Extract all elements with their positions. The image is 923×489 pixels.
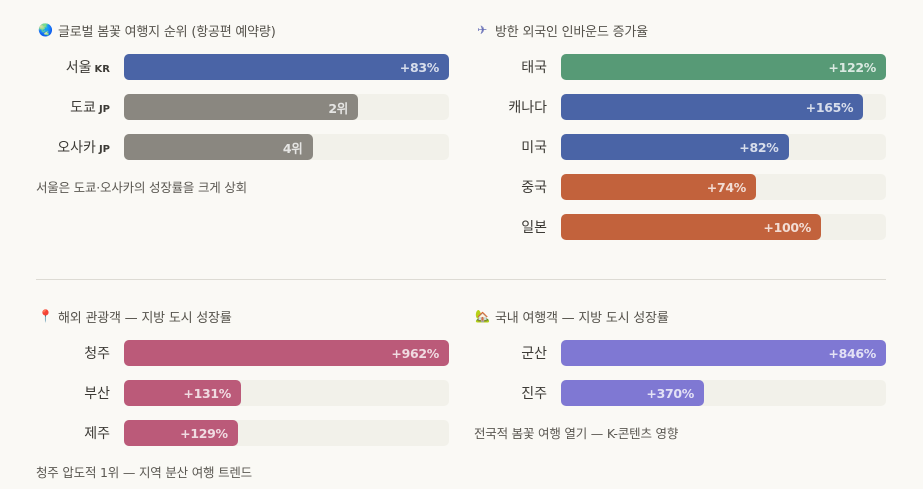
bar-value: +962% [391,345,439,361]
house-icon: 🏡 [475,309,490,323]
bar-value: +100% [763,219,811,235]
panel-title-text: 해외 관광객 — 지방 도시 성장률 [58,310,232,326]
bar-label: 부산 [84,386,110,402]
bar-label: 오사카 JP [57,140,110,156]
panel-title-text: 방한 외국인 인바운드 증가율 [495,24,648,40]
bar-track: +122% [561,54,886,80]
panel-note: 전국적 봄꽃 여행 열기 — K-콘텐츠 영향 [474,426,679,441]
panel-foreign-regional: 📍 해외 관광객 — 지방 도시 성장률 [38,306,450,326]
panel-global-ranking: 🌏 글로벌 봄꽃 여행지 순위 (항공편 예약량) [38,20,450,40]
bar-label: 미국 [521,140,547,156]
bar-value: +846% [828,345,876,361]
bar-fill: +100% [561,214,821,240]
bar-value: 2위 [328,100,348,116]
bar-fill: +131% [124,380,241,406]
airplane-icon: ✈ [477,23,487,37]
bar-value: +122% [828,59,876,75]
globe-icon: 🌏 [38,23,53,37]
bar-row: 청주 +962% [36,340,449,366]
bar-value: +74% [706,179,747,195]
panel-note: 청주 압도적 1위 — 지역 분산 여행 트렌드 [36,465,252,480]
bar-fill: +846% [561,340,886,366]
bar-track: +100% [561,214,886,240]
bar-label: 진주 [521,386,547,402]
bar-label: 제주 [84,426,110,442]
bar-fill: +962% [124,340,449,366]
section-divider [36,279,886,280]
bar-row: 태국 +122% [474,54,886,80]
bar-row: 부산 +131% [36,380,449,406]
bar-track: 2위 [124,94,449,120]
bar-track: +129% [124,420,449,446]
bar-row: 일본 +100% [474,214,886,240]
bar-value: 4위 [282,140,303,156]
panel-title: 🌏 글로벌 봄꽃 여행지 순위 (항공편 예약량) [38,20,450,40]
bar-label: 태국 [521,60,547,76]
bar-row: 진주 +370% [474,380,886,406]
panel-title: 📍 해외 관광객 — 지방 도시 성장률 [38,306,450,326]
map-pin-icon: 📍 [38,309,53,323]
bar-track: +370% [561,380,886,406]
panel-title-text: 글로벌 봄꽃 여행지 순위 (항공편 예약량) [58,24,276,40]
bar-label: 군산 [521,346,547,362]
country-tag: JP [98,144,110,155]
bar-label: 일본 [521,220,547,236]
bar-label: 청주 [84,346,110,362]
bar-value: +165% [805,99,854,115]
bar-row: 캐나다 +165% [474,94,886,120]
bar-track: +74% [561,174,886,200]
bar-fill: +122% [561,54,886,80]
bar-value: +83% [399,59,440,75]
bar-label: 캐나다 [508,100,547,116]
country-tag: JP [98,104,110,115]
bar-row: 제주 +129% [36,420,449,446]
bar-value: +131% [183,385,231,401]
bar-track: +846% [561,340,886,366]
bar-label: 서울 KR [65,60,110,76]
bar-track: +83% [124,54,449,80]
bar-track: +131% [124,380,449,406]
bar-label: 중국 [521,180,547,196]
panel-inbound-growth: ✈ 방한 외국인 인바운드 증가율 [475,20,887,40]
country-tag: KR [94,64,110,75]
bar-row: 도쿄 JP 2위 [36,94,449,120]
bar-fill: 4위 [124,134,313,160]
bar-row: 오사카 JP 4위 [36,134,449,160]
bar-row: 미국 +82% [474,134,886,160]
bar-row: 중국 +74% [474,174,886,200]
panel-title: ✈ 방한 외국인 인바운드 증가율 [475,20,887,40]
bar-value: +82% [739,139,779,155]
panel-title: 🏡 국내 여행객 — 지방 도시 성장률 [475,306,887,326]
bar-fill: +82% [561,134,789,160]
bar-track: 4위 [124,134,449,160]
panel-domestic-regional: 🏡 국내 여행객 — 지방 도시 성장률 [475,306,887,326]
bar-row: 서울 KR +83% [36,54,449,80]
bar-track: +962% [124,340,449,366]
bar-fill: +129% [124,420,238,446]
bar-fill: +370% [561,380,704,406]
bar-value: +370% [646,385,694,401]
bar-track: +165% [561,94,886,120]
bar-track: +82% [561,134,886,160]
bar-label: 도쿄 JP [70,100,110,116]
bar-fill: +74% [561,174,756,200]
panel-title-text: 국내 여행객 — 지방 도시 성장률 [495,310,669,326]
bar-value: +129% [180,425,228,441]
bar-fill: +83% [124,54,449,80]
bar-fill: +165% [561,94,864,120]
bar-row: 군산 +846% [474,340,886,366]
bar-fill: 2위 [124,94,358,120]
panel-note: 서울은 도쿄·오사카의 성장률을 크게 상회 [36,180,247,195]
